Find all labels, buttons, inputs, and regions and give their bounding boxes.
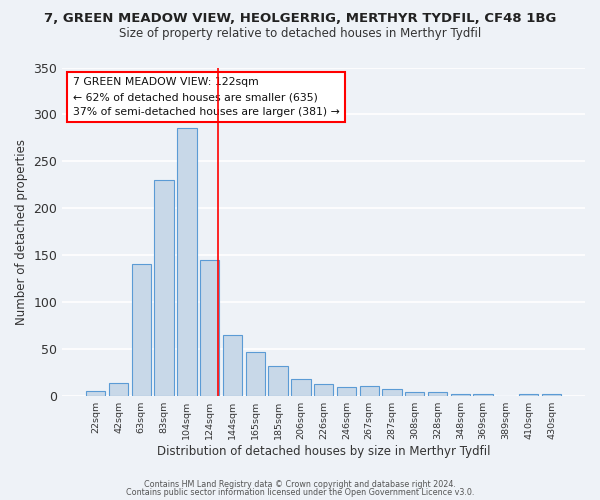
Text: Size of property relative to detached houses in Merthyr Tydfil: Size of property relative to detached ho…: [119, 28, 481, 40]
Bar: [223, 335, 242, 396]
Bar: [131, 264, 151, 396]
Bar: [405, 392, 424, 396]
Text: 7, GREEN MEADOW VIEW, HEOLGERRIG, MERTHYR TYDFIL, CF48 1BG: 7, GREEN MEADOW VIEW, HEOLGERRIG, MERTHY…: [44, 12, 556, 26]
Bar: [428, 392, 447, 396]
Text: Contains public sector information licensed under the Open Government Licence v3: Contains public sector information licen…: [126, 488, 474, 497]
Bar: [451, 394, 470, 396]
Bar: [337, 388, 356, 396]
Bar: [359, 386, 379, 396]
Text: 7 GREEN MEADOW VIEW: 122sqm
← 62% of detached houses are smaller (635)
37% of se: 7 GREEN MEADOW VIEW: 122sqm ← 62% of det…: [73, 78, 340, 117]
Bar: [314, 384, 334, 396]
Bar: [200, 260, 220, 396]
X-axis label: Distribution of detached houses by size in Merthyr Tydfil: Distribution of detached houses by size …: [157, 444, 490, 458]
Text: Contains HM Land Registry data © Crown copyright and database right 2024.: Contains HM Land Registry data © Crown c…: [144, 480, 456, 489]
Bar: [109, 382, 128, 396]
Bar: [268, 366, 288, 396]
Bar: [245, 352, 265, 396]
Bar: [154, 180, 174, 396]
Bar: [382, 389, 402, 396]
Bar: [542, 394, 561, 396]
Bar: [473, 394, 493, 396]
Y-axis label: Number of detached properties: Number of detached properties: [15, 138, 28, 324]
Bar: [86, 391, 106, 396]
Bar: [519, 394, 538, 396]
Bar: [177, 128, 197, 396]
Bar: [291, 379, 311, 396]
